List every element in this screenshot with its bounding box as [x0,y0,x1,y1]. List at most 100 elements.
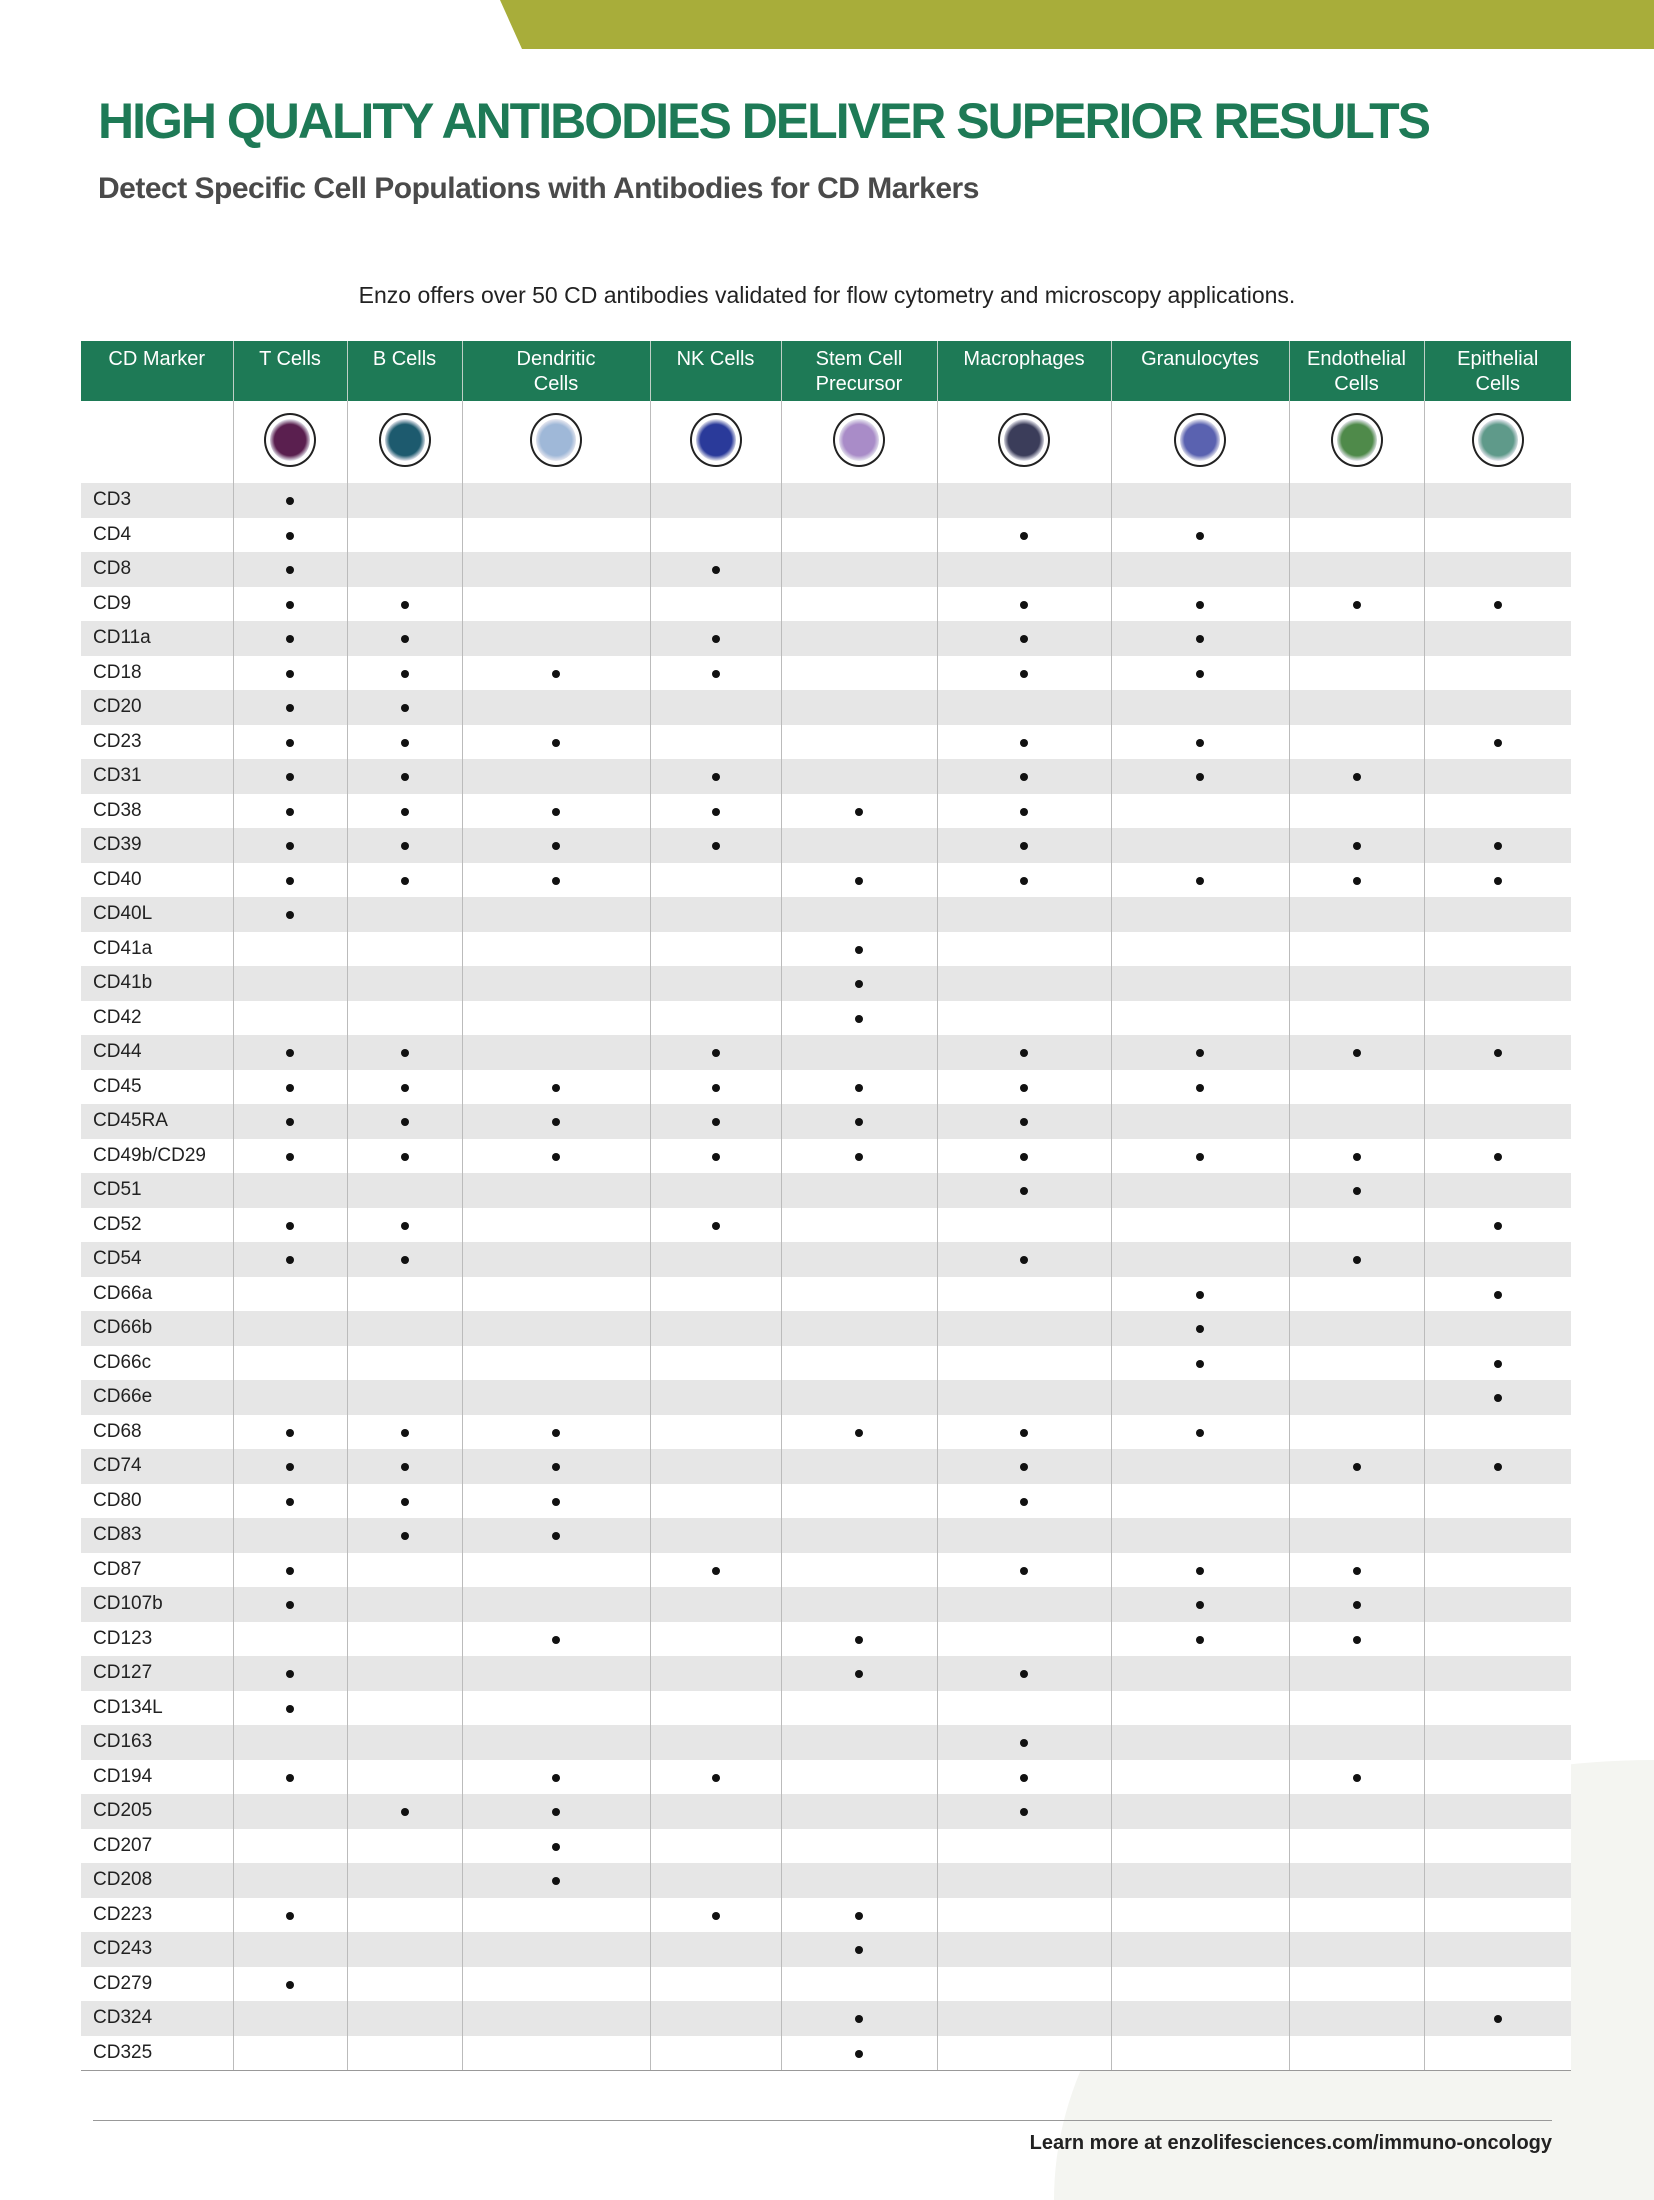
marker-cell [936,724,1111,759]
marker-cell: CD11a [81,621,233,656]
marker-cell [936,1000,1111,1035]
table-row: CD74 [81,1449,1571,1484]
marker-cell [1423,862,1571,897]
table-row: CD87 [81,1552,1571,1587]
marker-cell [1110,621,1289,656]
marker-cell [1110,724,1289,759]
marker-cell [346,1863,462,1898]
marker-cell [780,517,937,552]
marker-cell [936,1483,1111,1518]
marker-label: CD325 [93,2041,153,2063]
marker-label: CD207 [93,1834,153,1856]
col-header-endothelial-cells: Endothelial Cells [1288,341,1424,401]
icon-cell [346,401,462,483]
marker-cell [461,1207,650,1242]
marker-label: CD223 [93,1903,153,1925]
expression-dot [1196,1359,1204,1368]
marker-cell [232,1725,347,1760]
expression-dot [1020,773,1028,782]
marker-cell [936,1587,1111,1622]
marker-cell [461,1863,650,1898]
marker-cell [1423,2035,1571,2071]
marker-cell [1423,1000,1571,1035]
marker-cell [461,793,650,828]
marker-cell [232,1690,347,1725]
marker-cell [346,1794,462,1829]
marker-cell [1423,1138,1571,1173]
marker-cell [649,655,781,690]
table-row: CD208 [81,1863,1571,1898]
marker-cell [649,1414,781,1449]
expression-dot [1020,1497,1028,1506]
expression-dot [400,669,409,678]
marker-cell [461,1932,650,1967]
expression-dot [400,738,409,747]
marker-cell [936,1276,1111,1311]
marker-cell [461,1276,650,1311]
expression-dot [286,1118,294,1127]
table-row: CD20 [81,690,1571,725]
marker-cell [936,690,1111,725]
expression-dot [552,1773,560,1782]
expression-dot [1493,1152,1502,1161]
expression-dot [400,1152,409,1161]
expression-dot [400,1463,409,1472]
marker-cell [232,1897,347,1932]
expression-dot [286,1601,294,1610]
marker-cell [461,1725,650,1760]
marker-cell [780,1000,937,1035]
marker-cell [780,1345,937,1380]
marker-cell [346,517,462,552]
marker-cell [1110,1449,1289,1484]
marker-cell [649,552,781,587]
table-row: CD194 [81,1759,1571,1794]
marker-cell: CD20 [81,690,233,725]
expression-dot [855,807,863,816]
marker-cell [936,1035,1111,1070]
marker-cell: CD80 [81,1483,233,1518]
marker-cell [461,759,650,794]
marker-cell [1288,724,1424,759]
expression-dot [286,1221,294,1230]
marker-cell [1423,1518,1571,1553]
marker-cell [346,1311,462,1346]
marker-cell [1288,517,1424,552]
expression-dot [1196,1635,1204,1644]
marker-cell [649,1276,781,1311]
marker-cell [780,828,937,863]
marker-label: CD38 [93,799,142,821]
expression-dot [1493,1394,1502,1403]
marker-cell: CD45RA [81,1104,233,1139]
footer-divider [93,2120,1552,2121]
marker-cell [1423,724,1571,759]
marker-cell [1110,1518,1289,1553]
marker-cell [936,1242,1111,1277]
marker-cell [649,1173,781,1208]
marker-cell [1110,1725,1289,1760]
marker-cell: CD18 [81,655,233,690]
marker-label: CD324 [93,2007,153,2029]
marker-cell [1110,1242,1289,1277]
marker-cell [232,1414,347,1449]
marker-cell [936,897,1111,932]
marker-cell [1110,1621,1289,1656]
marker-cell [1288,759,1424,794]
marker-cell [1288,1552,1424,1587]
expression-dot [855,2015,863,2024]
expression-dot [855,1083,863,1092]
marker-cell [936,1311,1111,1346]
marker-cell [780,1794,937,1829]
marker-cell: CD66c [81,1345,233,1380]
nk-cell-image-icon [689,412,742,467]
marker-cell [232,1483,347,1518]
top-banner [500,0,1654,49]
expression-dot [1196,531,1204,540]
marker-cell [232,552,347,587]
marker-label: CD208 [93,1869,153,1891]
table-row: CD49b/CD29 [81,1138,1571,1173]
marker-cell [232,1966,347,2001]
marker-cell [1110,1104,1289,1139]
marker-cell [1110,1863,1289,1898]
expression-dot [400,876,409,885]
marker-cell [1423,655,1571,690]
